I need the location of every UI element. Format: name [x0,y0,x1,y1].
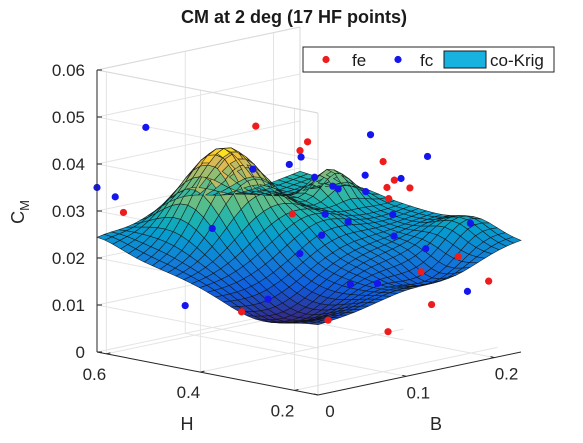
z-axis-label: CM [8,200,32,224]
legend: fe fc co-Krig [303,47,554,72]
b-tick-label: 0 [325,402,334,421]
fc-point [362,172,369,179]
legend-fc-marker [394,56,401,63]
z-axis-label-main: C [8,211,28,224]
frame-edge-top-right [97,27,300,70]
fe-point [296,147,303,154]
fc-point [182,302,189,309]
fc-point [374,280,381,287]
fc-point [389,211,396,218]
fc-point [297,153,304,160]
z-tick-label: 0.04 [52,155,85,174]
frame-edge-top-left [97,70,318,113]
fc-point [467,220,474,227]
h-tick-mark [200,371,204,372]
fe-point [120,209,127,216]
b-tick-mark [314,394,318,395]
grid-line-z-wall-right [97,74,300,117]
fc-point [322,211,329,218]
fc-point [397,175,404,182]
legend-fe-label: fe [352,51,366,70]
grid-line-floor-h [294,347,497,390]
fc-point [390,233,397,240]
fc-point [142,124,149,131]
fe-point [238,308,245,315]
h-tick-label: 0.4 [177,383,201,402]
grid-line-z-wall-left [97,117,318,160]
z-tick-label: 0.02 [52,249,85,268]
fc-point [464,288,471,295]
fe-point [252,123,259,130]
fe-point [428,301,435,308]
svg-text:CM: CM [8,200,32,224]
fc-point [422,245,429,252]
grid-line-floor-b [185,333,406,376]
h-tick-mark [294,389,298,390]
b-tick-label: 0.2 [495,365,519,384]
z-tick-label: 0 [76,343,85,362]
legend-fe-marker [322,56,329,63]
b-tick-mark [402,375,406,376]
fe-point [289,210,296,217]
h-tick-mark [106,353,110,354]
fc-point [318,232,325,239]
z-tick-label: 0.05 [52,108,85,127]
fc-point [112,193,119,200]
y-axis-label: H [181,414,194,434]
fc-point [264,296,271,303]
grid-line-z-wall-right [97,121,300,164]
h-tick-label: 0.6 [83,365,107,384]
fe-point [304,138,311,145]
legend-cokrig-patch [444,51,486,68]
fe-point [454,253,461,260]
x-axis-label: B [430,414,442,434]
fc-point [347,281,354,288]
fe-point [417,268,424,275]
fc-point [367,131,374,138]
fc-point [209,225,216,232]
fe-point [485,278,492,285]
fc-point [296,250,303,257]
fc-point [424,153,431,160]
h-tick-label: 0.2 [271,401,295,420]
fc-point [345,218,352,225]
z-axis-label-sub: M [17,200,32,211]
fe-point [380,158,387,165]
h-axis-line [97,352,318,395]
z-tick-label: 0.01 [52,296,85,315]
fe-point [406,184,413,191]
cokrig-surface [97,148,521,325]
fc-point [311,174,318,181]
z-tick-label: 0.03 [52,202,85,221]
fc-point [249,166,256,173]
b-tick-mark [491,357,495,358]
legend-cokrig-label: co-Krig [490,51,544,70]
b-tick-label: 0.1 [406,383,430,402]
grid-line-floor-h [200,329,403,372]
z-tick-label: 0.06 [52,61,85,80]
fe-point [384,328,391,335]
legend-fc-label: fc [420,51,434,70]
fe-point [383,184,390,191]
fe-point [385,195,392,202]
fc-point [329,183,336,190]
fe-point [324,317,331,324]
fc-point [286,161,293,168]
fc-point [362,188,369,195]
fe-point [391,177,398,184]
chart-title: CM at 2 deg (17 HF points) [181,7,407,27]
